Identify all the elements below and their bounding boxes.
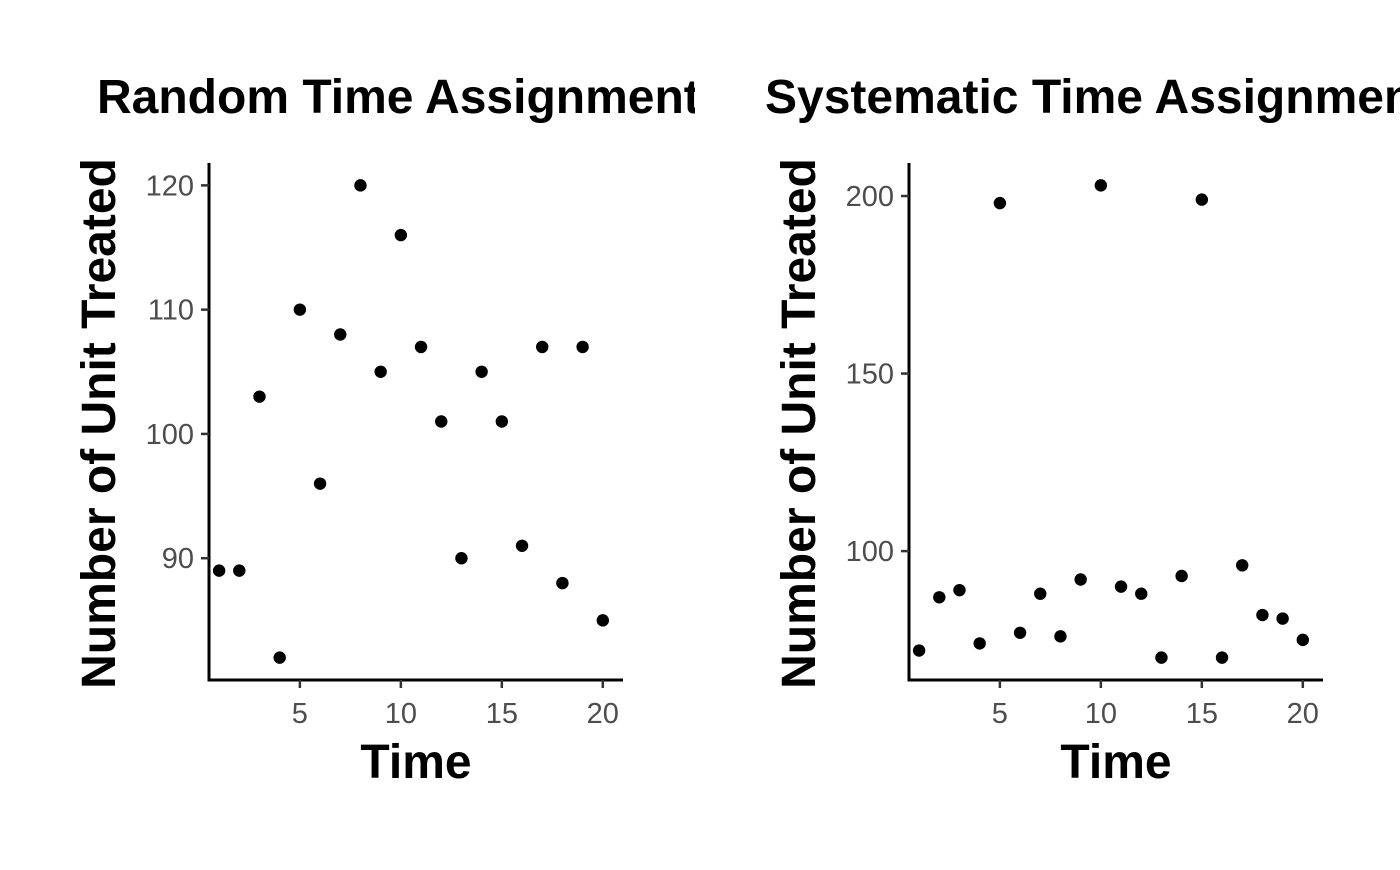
data-point xyxy=(212,564,226,577)
x-tick-label: 10 xyxy=(385,698,417,730)
data-point xyxy=(912,644,926,657)
chart-panel-1: Random Time Assignment 5 10 15 20 90 100 110 120… xyxy=(73,71,700,789)
y-tick-label: 90 xyxy=(162,543,194,575)
data-point xyxy=(933,591,946,604)
data-point xyxy=(536,340,549,354)
data-point xyxy=(273,651,286,664)
data-point xyxy=(1135,587,1148,600)
data-point xyxy=(1155,651,1168,664)
x-tick-label: 20 xyxy=(1287,698,1319,730)
data-point xyxy=(435,415,448,428)
data-point xyxy=(596,614,610,627)
x-tick-label: 5 xyxy=(992,698,1008,730)
y-axis-title: Number of Unit Treated xyxy=(773,158,826,689)
data-point xyxy=(1175,569,1188,583)
y-axis-title: Number of Unit Treated xyxy=(73,158,126,689)
data-point xyxy=(556,576,569,590)
y-tick-label: 120 xyxy=(146,170,194,202)
x-tick-label: 10 xyxy=(1085,698,1117,730)
data-point xyxy=(1215,651,1229,664)
data-point xyxy=(414,340,428,354)
data-point xyxy=(475,365,488,378)
data-point xyxy=(515,539,529,552)
data-point xyxy=(313,477,327,490)
data-point xyxy=(253,390,266,403)
y-tick-label: 200 xyxy=(846,181,894,213)
data-point xyxy=(1236,559,1249,572)
chart-title: Systematic Time Assignment xyxy=(765,71,1400,124)
data-point xyxy=(953,583,966,597)
data-point xyxy=(293,303,307,316)
x-axis-title: Time xyxy=(360,736,471,789)
x-tick-label: 20 xyxy=(587,698,619,730)
data-point xyxy=(495,415,509,428)
data-point xyxy=(973,637,986,650)
data-point xyxy=(1114,580,1128,593)
data-point xyxy=(394,228,408,242)
data-point xyxy=(1034,587,1047,600)
data-point xyxy=(993,196,1007,210)
data-point xyxy=(576,340,589,354)
data-point xyxy=(354,179,367,192)
y-tick-label: 100 xyxy=(846,536,894,568)
data-point xyxy=(1013,626,1027,639)
chart-title: Random Time Assignment xyxy=(97,71,700,124)
data-point xyxy=(1276,612,1289,625)
data-point xyxy=(455,552,468,565)
data-point xyxy=(1195,193,1209,206)
x-axis-title: Time xyxy=(1060,736,1171,789)
data-point xyxy=(1296,633,1310,647)
data-point xyxy=(233,564,246,577)
y-tick-label: 110 xyxy=(148,295,194,327)
x-tick-label: 15 xyxy=(1186,698,1218,730)
y-tick-label: 150 xyxy=(846,359,894,391)
y-tick-label: 100 xyxy=(146,419,194,451)
chart-panel-2: Systematic Time Assignment 5 10 15 20 100 150 2… xyxy=(765,71,1400,789)
data-point xyxy=(374,365,387,378)
x-tick-label: 5 xyxy=(292,698,308,730)
data-point xyxy=(334,328,347,341)
data-point xyxy=(1256,608,1269,622)
data-point xyxy=(1054,630,1067,643)
data-point xyxy=(1094,179,1108,192)
x-tick-label: 15 xyxy=(486,698,518,730)
data-point xyxy=(1074,573,1087,586)
